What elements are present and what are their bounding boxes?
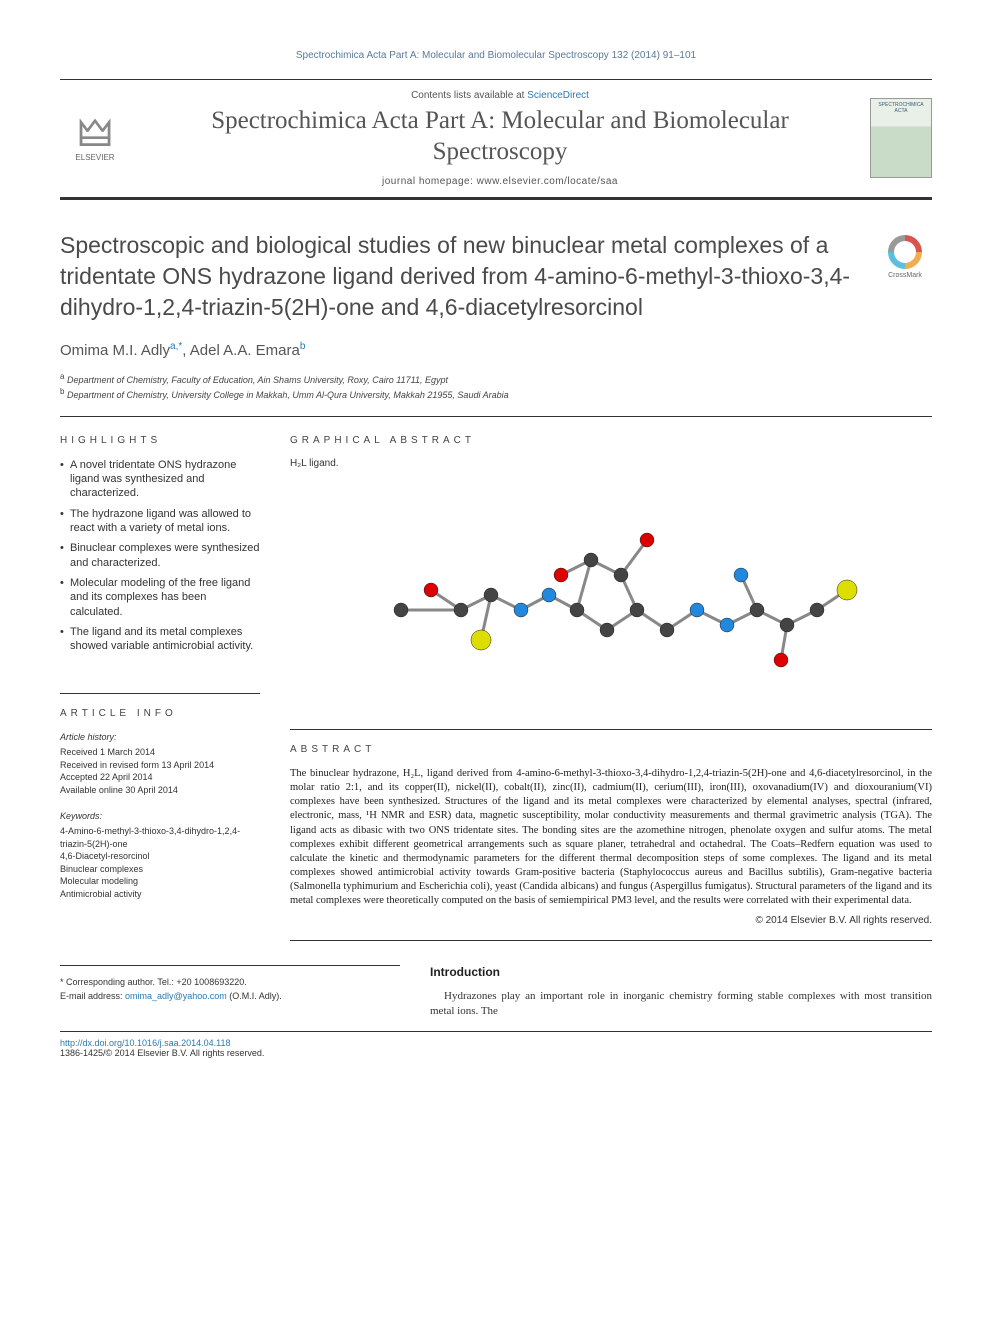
highlight-item: Binuclear complexes were synthesized and… [60,541,260,570]
molecule-svg [331,480,891,700]
highlight-item: A novel tridentate ONS hydrazone ligand … [60,458,260,501]
affiliation: b Department of Chemistry, University Co… [60,386,932,402]
highlight-item: The hydrazone ligand was allowed to reac… [60,507,260,536]
affiliation: a Department of Chemistry, Faculty of Ed… [60,371,932,387]
publisher-name: ELSEVIER [75,153,114,162]
article-info: Article history: Received 1 March 2014 R… [60,731,260,900]
highlight-item: Molecular modeling of the free ligand an… [60,576,260,619]
email-address[interactable]: omima_adly@yahoo.com [125,991,227,1001]
affiliation-text: Department of Chemistry, University Coll… [67,390,509,400]
history-item: Accepted 22 April 2014 [60,771,260,784]
crossmark-label: CrossMark [888,272,922,279]
highlight-item: The ligand and its metal complexes showe… [60,625,260,654]
author-marks: b [300,341,306,352]
author-marks: a,* [170,341,182,352]
affiliation-block: a Department of Chemistry, Faculty of Ed… [60,371,932,417]
journal-masthead: 🜲 ELSEVIER Contents lists available at S… [60,79,932,200]
abstract-head: ABSTRACT [290,744,932,755]
issn-line: 1386-1425/© 2014 Elsevier B.V. All right… [60,1048,932,1058]
author-name: Omima M.I. Adly [60,342,170,359]
history-item: Received in revised form 13 April 2014 [60,759,260,772]
author-list: Omima M.I. Adlya,*, Adel A.A. Emarab [60,341,932,359]
email-suffix: (O.M.I. Adly). [227,991,282,1001]
correspondence-block: * Corresponding author. Tel.: +20 100869… [60,965,400,1020]
history-head: Article history: [60,731,260,744]
contents-line: Contents lists available at ScienceDirec… [148,90,852,101]
graphical-abstract-head: GRAPHICAL ABSTRACT [290,435,932,446]
author-name: Adel A.A. Emara [190,342,300,359]
homepage-label: journal homepage: [382,176,477,187]
running-head: Spectrochimica Acta Part A: Molecular an… [60,50,932,61]
sciencedirect-link[interactable]: ScienceDirect [527,90,589,101]
introduction-head: Introduction [430,965,932,979]
history-item: Received 1 March 2014 [60,746,260,759]
affiliation-mark: a [60,372,64,381]
email-line: E-mail address: omima_adly@yahoo.com (O.… [60,990,400,1003]
article-info-head: ARTICLE INFO [60,708,260,719]
keyword: Molecular modeling [60,875,260,888]
homepage-url[interactable]: www.elsevier.com/locate/saa [477,176,618,187]
crossmark-badge[interactable]: CrossMark [878,230,932,284]
history-item: Available online 30 April 2014 [60,784,260,797]
journal-cover-thumb: SPECTROCHIMICA ACTA [870,98,932,178]
crossmark-icon [888,235,922,269]
contents-prefix: Contents lists available at [411,90,527,101]
doi-link[interactable]: http://dx.doi.org/10.1016/j.saa.2014.04.… [60,1038,932,1048]
keyword: Antimicrobial activity [60,888,260,901]
graphical-abstract-caption: H₂L ligand. [290,458,932,469]
abstract-copyright: © 2014 Elsevier B.V. All rights reserved… [290,915,932,926]
highlights-list: A novel tridentate ONS hydrazone ligand … [60,458,260,654]
graphical-abstract-image [290,475,932,705]
elsevier-logo: 🜲 ELSEVIER [60,99,130,177]
keyword: 4,6-Diacetyl-resorcinol [60,850,260,863]
abstract-text: The binuclear hydrazone, H₂L, ligand der… [290,767,932,909]
elsevier-tree-icon: 🜲 [78,115,113,153]
journal-name: Spectrochimica Acta Part A: Molecular an… [148,105,852,168]
highlights-head: HIGHLIGHTS [60,435,260,446]
keyword: 4-Amino-6-methyl-3-thioxo-3,4-dihydro-1,… [60,825,260,850]
introduction-text: Hydrazones play an important role in ino… [430,989,932,1020]
homepage-line: journal homepage: www.elsevier.com/locat… [148,176,852,187]
affiliation-mark: b [60,387,64,396]
keyword: Binuclear complexes [60,863,260,876]
page-footer: http://dx.doi.org/10.1016/j.saa.2014.04.… [60,1031,932,1058]
article-title: Spectroscopic and biological studies of … [60,230,858,323]
keywords-head: Keywords: [60,810,260,823]
affiliation-text: Department of Chemistry, Faculty of Educ… [67,375,448,385]
email-label: E-mail address: [60,991,125,1001]
corresponding-author: * Corresponding author. Tel.: +20 100869… [60,976,400,989]
